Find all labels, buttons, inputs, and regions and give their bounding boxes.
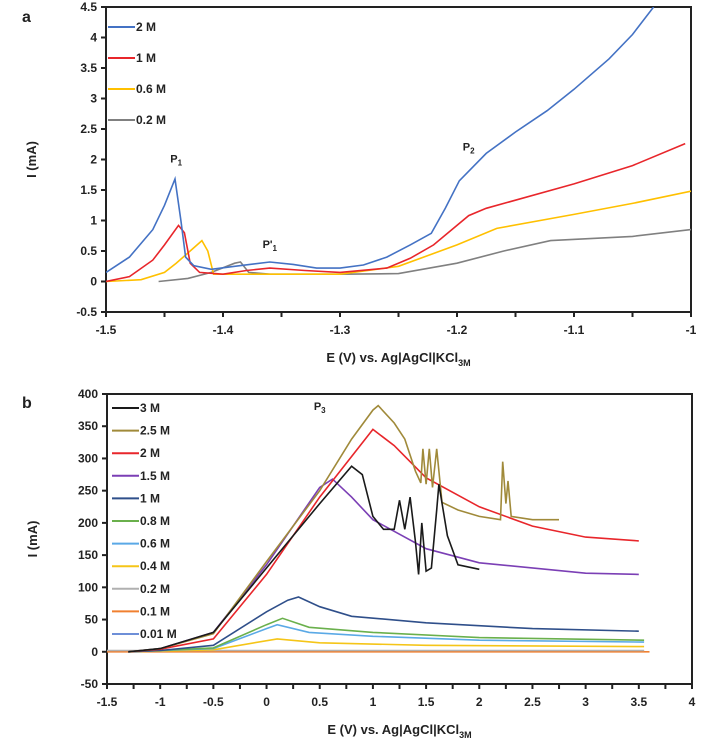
- y-tick-label: 100: [78, 580, 98, 594]
- y-axis-label: I (mA): [25, 521, 40, 558]
- series-line-1M: [128, 596, 639, 653]
- series-line-1M: [106, 142, 686, 283]
- series-line-2M: [106, 7, 655, 274]
- x-tick-label: 4: [689, 695, 696, 709]
- x-tick-label: -1.2: [447, 323, 468, 337]
- y-tick-label: 1.5: [80, 183, 97, 197]
- x-tick-label: 3.5: [630, 695, 647, 709]
- legend-label: 1 M: [136, 51, 156, 65]
- legend-label: 2 M: [140, 446, 160, 460]
- y-tick-label: -0.5: [76, 305, 97, 319]
- y-tick-label: 4.5: [80, 0, 97, 14]
- y-tick-label: 400: [78, 387, 98, 401]
- series-line-0p8M: [128, 617, 645, 653]
- series-line-0p6M: [106, 190, 691, 283]
- y-tick-label: 3.5: [80, 61, 97, 75]
- y-tick-label: 50: [85, 613, 99, 627]
- legend-label: 0.6 M: [136, 82, 166, 96]
- legend-label: 0.6 M: [140, 537, 170, 551]
- panel-label: b: [22, 395, 32, 412]
- series-line-1p5M: [128, 478, 639, 653]
- x-tick-label: -1.5: [96, 323, 117, 337]
- x-tick-label: -1.5: [97, 695, 118, 709]
- y-tick-label: 200: [78, 516, 98, 530]
- y-tick-label: 3: [90, 92, 97, 106]
- x-tick-label: -1: [155, 695, 166, 709]
- x-tick-label: 0: [263, 695, 270, 709]
- x-axis-label: E (V) vs. Ag|AgCl|KCl3M: [327, 722, 471, 740]
- legend-label: 3 M: [140, 401, 160, 415]
- legend-label: 0.2 M: [140, 582, 170, 596]
- legend-label: 2.5 M: [140, 424, 170, 438]
- chart-panel-b: b -1.5 -1 -0.5 0 0.5 1 1.5 2 2.5 3 3.5 4 -50 0 50 100 150…: [22, 387, 696, 740]
- peak-annotation: P3: [314, 401, 326, 415]
- legend-label: 0.1 M: [140, 604, 170, 618]
- y-tick-label: 300: [78, 451, 98, 465]
- x-tick-label: -1.4: [213, 323, 234, 337]
- legend-label: 0.01 M: [140, 627, 177, 641]
- series-line-0p4M: [128, 638, 645, 653]
- peak-annotation: P2: [463, 141, 475, 155]
- x-tick-label: -1.1: [564, 323, 585, 337]
- legend-label: 1 M: [140, 491, 160, 505]
- y-tick-label: 0.5: [80, 244, 97, 258]
- legend-label: 0.4 M: [140, 559, 170, 573]
- legend-label: 0.2 M: [136, 113, 166, 127]
- series-line-0p6M: [128, 623, 645, 653]
- x-tick-label: 0.5: [311, 695, 328, 709]
- x-tick-label: 3: [582, 695, 589, 709]
- series-line-2M: [128, 428, 639, 653]
- x-axis-label-subscript: 3M: [458, 358, 471, 368]
- y-tick-label: 0: [90, 275, 97, 289]
- legend-label: 1.5 M: [140, 469, 170, 483]
- x-tick-label: 1: [370, 695, 377, 709]
- x-tick-label: -0.5: [203, 695, 224, 709]
- series-line-3M: [128, 465, 480, 653]
- y-axis-label: I (mA): [24, 141, 39, 178]
- y-tick-label: -50: [81, 677, 99, 691]
- y-tick-label: 350: [78, 419, 98, 433]
- x-tick-label: -1.3: [330, 323, 351, 337]
- x-tick-label: -1: [686, 323, 697, 337]
- y-tick-label: 1: [90, 214, 97, 228]
- y-tick-label: 250: [78, 484, 98, 498]
- x-tick-label: 2.5: [524, 695, 541, 709]
- y-tick-label: 4: [90, 31, 97, 45]
- x-axis-label: E (V) vs. Ag|AgCl|KCl3M: [326, 350, 470, 368]
- y-tick-label: 2: [90, 153, 97, 167]
- peak-annotation: P'1: [263, 239, 278, 253]
- y-tick-label: 2.5: [80, 122, 97, 136]
- x-tick-label: 2: [476, 695, 483, 709]
- series-line-2p5M: [128, 404, 559, 653]
- legend-label: 2 M: [136, 20, 156, 34]
- x-tick-label: 1.5: [418, 695, 435, 709]
- chart-panel-a: a -1.5 -1.4 -1.3 -1.2 -1.1 -1 -0.5 0 0.5 1 1.5 2 2.5 3…: [22, 0, 697, 368]
- y-tick-label: 150: [78, 548, 98, 562]
- legend-label: 0.8 M: [140, 514, 170, 528]
- x-axis-label-subscript: 3M: [459, 730, 472, 740]
- panel-label: a: [22, 9, 31, 26]
- y-tick-label: 0: [91, 645, 98, 659]
- peak-annotation: P1: [170, 154, 182, 168]
